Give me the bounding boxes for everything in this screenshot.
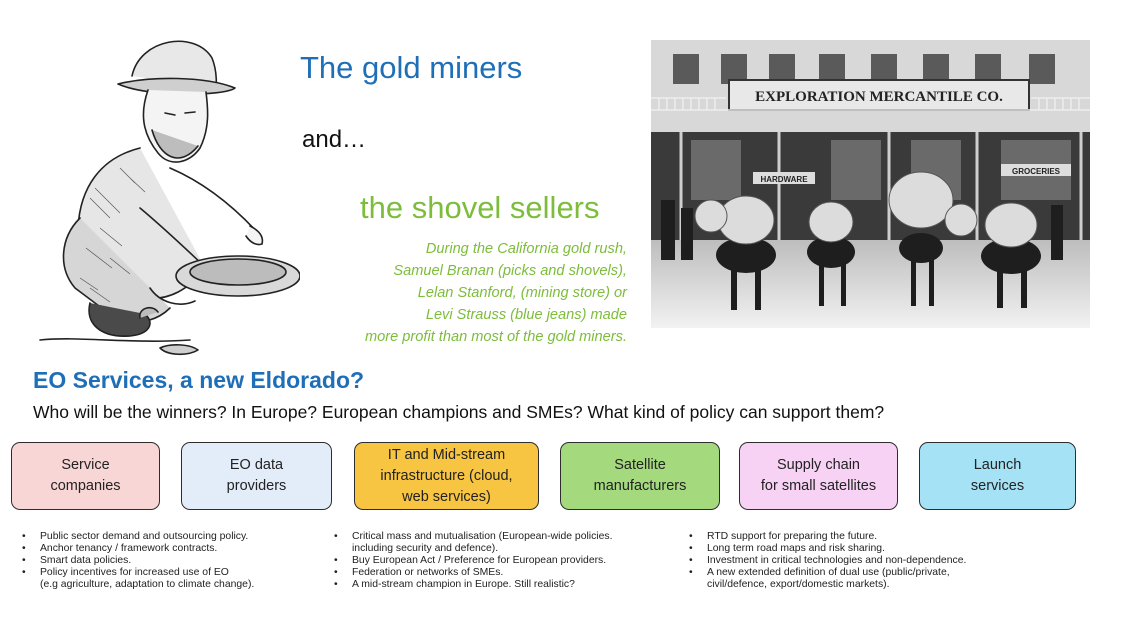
category-it-midstream: IT and Mid-stream infrastructure (cloud,… xyxy=(354,442,539,510)
bullet-item: Smart data policies. xyxy=(13,555,323,567)
bullet-item: Long term road maps and risk sharing. xyxy=(680,543,1080,555)
category-satellite-manufacturers: Satellite manufacturers xyxy=(560,442,720,510)
category-label: IT and Mid-stream xyxy=(387,446,506,463)
quote-line: Levi Strauss (blue jeans) made xyxy=(425,307,627,323)
photo-groceries-sign: GROCERIES xyxy=(1012,167,1061,176)
quote-line: more profit than most of the gold miners… xyxy=(365,329,627,345)
bullet-continuation: (e.g agriculture, adaptation to climate … xyxy=(40,579,255,591)
bullet-continuation: civil/defence, export/domestic markets). xyxy=(707,579,890,591)
category-label: infrastructure (cloud, xyxy=(380,467,513,484)
bullet-item: Investment in critical technologies and … xyxy=(680,555,1080,567)
bullet-list-left: Public sector demand and outsourcing pol… xyxy=(13,531,323,591)
category-supply-chain: Supply chain for small satellites xyxy=(739,442,898,510)
gold-miner-illustration xyxy=(39,40,300,356)
category-launch-services: Launch services xyxy=(919,442,1076,510)
category-label: Launch xyxy=(973,457,1022,473)
bullet-item: A mid-stream champion in Europe. Still r… xyxy=(325,579,685,591)
title-gold-miners: The gold miners xyxy=(300,50,523,85)
quote-line: Samuel Branan (picks and shovels), xyxy=(393,263,627,279)
bullet-item: Federation or networks of SMEs. xyxy=(325,567,685,579)
category-label: manufacturers xyxy=(593,478,687,494)
photo-sign-text: EXPLORATION MERCANTILE CO. xyxy=(755,89,1003,105)
bullet-continuation: including security and defence). xyxy=(352,543,499,555)
category-label: Service xyxy=(61,457,110,473)
bullet-item: Public sector demand and outsourcing pol… xyxy=(13,531,323,543)
photo-hardware-sign: HARDWARE xyxy=(760,175,808,184)
winners-question: Who will be the winners? In Europe? Euro… xyxy=(33,402,885,422)
bullet-item: RTD support for preparing the future. xyxy=(680,531,1080,543)
bullet-item: Policy incentives for increased use of E… xyxy=(13,567,323,579)
category-label: EO data xyxy=(229,457,284,473)
category-label: Supply chain xyxy=(776,457,860,473)
category-eo-data-providers: EO data providers xyxy=(181,442,332,510)
mercantile-photo: EXPLORATION MERCANTILE CO. HARDWARE GROC… xyxy=(651,40,1090,328)
category-label: services xyxy=(970,478,1025,494)
quote-line: Lelan Stanford, (mining store) or xyxy=(417,285,627,301)
gold-rush-quote: During the California gold rush, Samuel … xyxy=(300,238,627,348)
category-label: for small satellites xyxy=(760,478,877,494)
bullet-list-right: RTD support for preparing the future. Lo… xyxy=(680,531,1080,591)
eo-services-title: EO Services, a new Eldorado? xyxy=(33,367,365,393)
bullet-item: A new extended definition of dual use (p… xyxy=(680,567,1080,579)
quote-line: During the California gold rush, xyxy=(425,241,627,257)
title-and: and… xyxy=(302,126,367,153)
category-label: providers xyxy=(226,478,287,494)
title-shovel-sellers: the shovel sellers xyxy=(360,190,600,225)
category-label: companies xyxy=(50,478,121,494)
bullet-item: Buy European Act / Preference for Europe… xyxy=(325,555,685,567)
category-service-companies: Service companies xyxy=(11,442,160,510)
bullet-item: Anchor tenancy / framework contracts. xyxy=(13,543,323,555)
bullet-item: Critical mass and mutualisation (Europea… xyxy=(325,531,685,543)
category-label: web services) xyxy=(402,488,491,505)
category-label: Satellite xyxy=(614,457,666,473)
bullet-list-middle: Critical mass and mutualisation (Europea… xyxy=(325,531,685,592)
